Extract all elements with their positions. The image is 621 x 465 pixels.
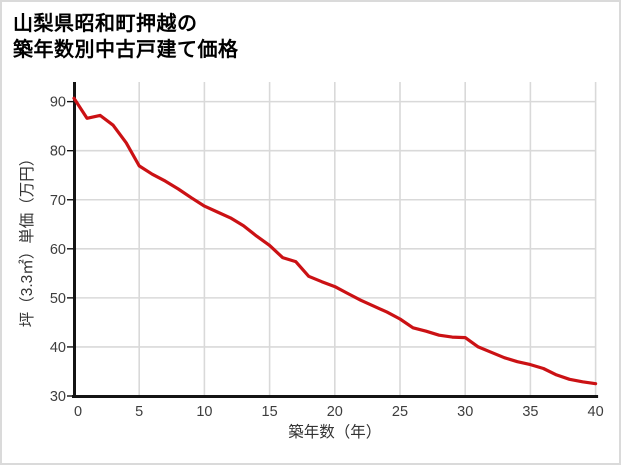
x-tick-label: 0 <box>74 404 82 420</box>
y-tick-label: 90 <box>50 95 66 111</box>
x-tick-label: 35 <box>522 404 538 420</box>
y-tick-label: 80 <box>50 144 66 160</box>
x-tick-label: 20 <box>327 404 343 420</box>
y-tick-label: 30 <box>50 389 66 405</box>
chart-title-line1: 山梨県昭和町押越の <box>13 13 198 35</box>
x-tick-label: 40 <box>588 404 604 420</box>
x-tick-label: 15 <box>262 404 278 420</box>
chart-title: 山梨県昭和町押越の 築年数別中古戸建て価格 <box>13 11 239 63</box>
y-axis-title: 坪（3.3㎡）単価（万円） <box>18 151 36 328</box>
y-tick-label: 50 <box>50 291 66 307</box>
price-series-line <box>72 96 598 386</box>
x-tick-label: 10 <box>196 404 212 420</box>
y-tick-label: 70 <box>50 193 66 209</box>
chart-title-line2: 築年数別中古戸建て価格 <box>13 39 239 61</box>
y-tick-label: 40 <box>50 340 66 356</box>
x-tick-label: 30 <box>457 404 473 420</box>
x-tick-label: 25 <box>392 404 408 420</box>
x-tick-label: 5 <box>135 404 143 420</box>
y-tick-label: 60 <box>50 242 66 258</box>
x-axis-title: 築年数（年） <box>288 423 381 441</box>
